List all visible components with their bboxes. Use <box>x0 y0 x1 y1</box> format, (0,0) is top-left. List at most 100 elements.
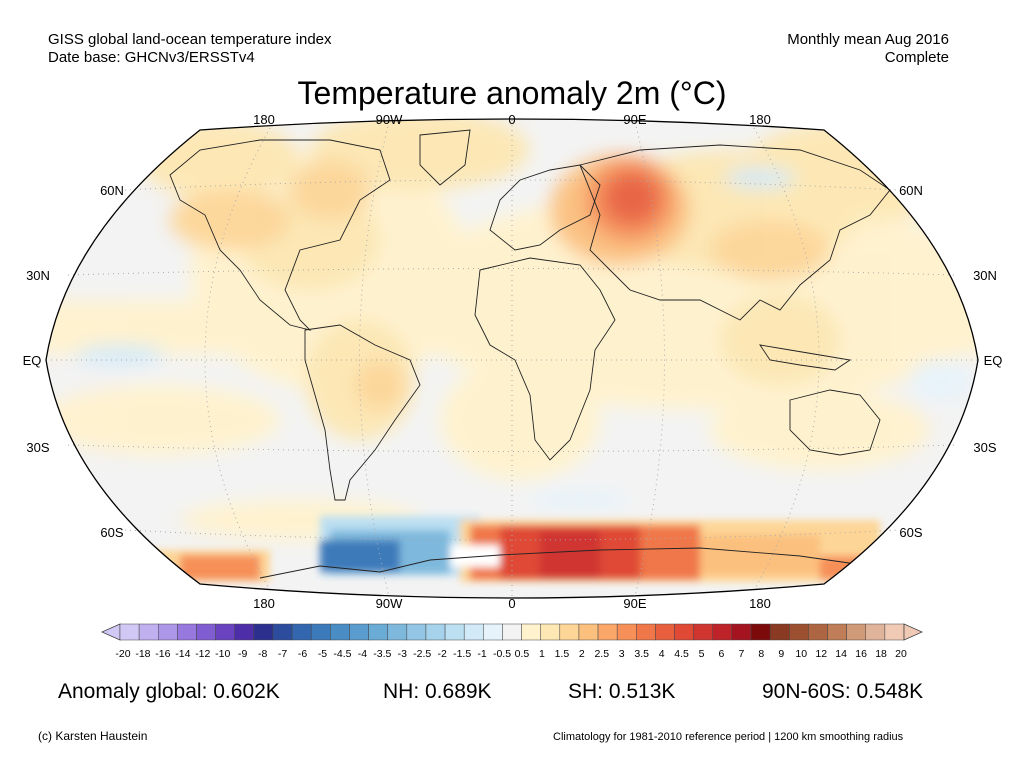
colorbar-tick-label: -7 <box>278 648 287 660</box>
colorbar-tick-label: 8 <box>758 648 764 660</box>
database-label: Date base: GHCNv3/ERSSTv4 <box>48 49 255 66</box>
colorbar-tick-label: 14 <box>835 648 847 660</box>
colorbar-tick-label: -4 <box>358 648 367 660</box>
colorbar-swatch <box>349 623 369 641</box>
colorbar-max-arrow <box>903 623 923 641</box>
lat-label-left-30s: 30S <box>26 440 49 455</box>
colorbar-swatch <box>138 623 159 641</box>
colorbar-swatch <box>425 623 446 641</box>
nh-anomaly: NH: 0.689K <box>383 680 492 703</box>
colorbar-swatch <box>444 623 465 641</box>
colorbar-swatch <box>387 623 408 641</box>
colorbar-tick-label: 7 <box>738 648 744 660</box>
lon-label-top-90e: 90E <box>623 112 646 127</box>
colorbar-tick-label: 3 <box>619 648 625 660</box>
europe-outline <box>489 164 601 251</box>
colorbar-swatch <box>789 623 809 641</box>
colorbar-swatch <box>655 623 675 641</box>
colorbar-swatch <box>693 623 714 641</box>
colorbar-tick-label: -3.5 <box>373 648 391 660</box>
colorbar-swatch <box>330 623 350 641</box>
colorbar-swatch <box>616 623 637 641</box>
colorbar-min-arrow <box>101 623 121 641</box>
coastlines <box>169 129 901 579</box>
lon-label-bottom-90e: 90E <box>623 596 646 611</box>
colorbar-tick-label: 20 <box>895 648 907 660</box>
colorbar-swatch <box>540 623 561 641</box>
colorbar-swatch <box>559 623 580 641</box>
south-america-outline <box>304 324 421 501</box>
dataset-title: GISS global land-ocean temperature index <box>48 31 332 48</box>
lat-label-left-eq: EQ <box>23 353 42 368</box>
lon-label-top-0: 0 <box>508 112 515 127</box>
colorbar-swatch <box>157 623 178 641</box>
colorbar-tick-label: -16 <box>155 648 170 660</box>
colorbar-tick-label: 6 <box>719 648 725 660</box>
colorbar-swatch <box>712 623 733 641</box>
colorbar-swatch <box>253 623 274 641</box>
graticule <box>46 120 978 598</box>
colorbar-tick-label: -0.5 <box>493 648 511 660</box>
colorbar-tick-label: -4.5 <box>333 648 351 660</box>
colorbar-swatch <box>291 623 312 641</box>
colorbar-swatch <box>578 623 599 641</box>
global-anomaly: Anomaly global: 0.602K <box>58 680 280 703</box>
colorbar-swatch <box>674 623 694 641</box>
colorbar-tick-label: -1 <box>477 648 486 660</box>
colorbar-tick-label: -20 <box>115 648 130 660</box>
colorbar-swatch <box>215 623 235 641</box>
period-label: Monthly mean Aug 2016 <box>787 31 949 48</box>
colorbar-swatch <box>234 623 255 641</box>
colorbar-swatch <box>808 623 828 641</box>
colorbar-swatch <box>368 623 388 641</box>
polar-anomaly: 90N-60S: 0.548K <box>762 680 924 703</box>
colorbar-swatch <box>272 623 293 641</box>
colorbar-tick-label: -2.5 <box>413 648 431 660</box>
colorbar-swatch <box>731 623 752 641</box>
lon-label-bottom-90w: 90W <box>376 596 403 611</box>
colorbar-tick-label: 2.5 <box>594 648 609 660</box>
colorbar-tick-label: 18 <box>875 648 887 660</box>
colorbar-tick-label: -3 <box>398 648 407 660</box>
antarctica-outline <box>259 547 901 579</box>
colorbar-tick-label: 4.5 <box>674 648 689 660</box>
lon-label-top-180w: 180 <box>253 112 275 127</box>
colorbar-swatch <box>406 623 427 641</box>
colorbar-tick-label: -9 <box>238 648 247 660</box>
sh-anomaly: SH: 0.513K <box>568 680 676 703</box>
colorbar-swatch <box>483 623 503 641</box>
colorbar-swatch <box>846 623 867 641</box>
colorbar-swatch <box>597 623 618 641</box>
globe-border <box>45 118 979 599</box>
colorbar-tick-label: -6 <box>298 648 307 660</box>
colorbar-tick-label: -5 <box>318 648 327 660</box>
map-title: Temperature anomaly 2m (°C) <box>297 75 727 111</box>
colorbar-swatch <box>750 623 771 641</box>
lat-label-right-30n: 30N <box>973 268 997 283</box>
lat-label-right-30s: 30S <box>973 440 996 455</box>
colorbar-tick-label: 9 <box>778 648 784 660</box>
anomaly-field <box>46 119 978 582</box>
greenland-outline <box>419 129 471 186</box>
colorbar-swatch <box>196 623 216 641</box>
colorbar-tick-label: 0.5 <box>515 648 530 660</box>
colorbar-swatch <box>502 623 522 641</box>
header-left: GISS global land-ocean temperature index… <box>48 31 332 67</box>
header-right: Monthly mean Aug 2016 Complete <box>787 31 949 67</box>
lat-label-right-eq: EQ <box>984 353 1003 368</box>
colorbar-tick-label: 2 <box>579 648 585 660</box>
lon-label-bottom-180e: 180 <box>749 596 771 611</box>
colorbar-tick-label: -14 <box>175 648 190 660</box>
colorbar-swatch <box>463 623 484 641</box>
lon-label-bottom-180w: 180 <box>253 596 275 611</box>
colorbar-swatch <box>177 623 197 641</box>
colorbar-tick-label: 10 <box>795 648 807 660</box>
lon-label-top-90w: 90W <box>376 112 403 127</box>
colorbar: -20 -18 -16 -14 -12 -10 -9 -8 -7 -6 -5 -4.5 -4 -3.5 -3… <box>101 623 923 660</box>
colorbar-swatch <box>310 623 331 641</box>
lon-label-top-180e: 180 <box>749 112 771 127</box>
australia-outline <box>789 389 881 456</box>
lon-label-bottom-0: 0 <box>508 596 515 611</box>
colorbar-swatch <box>119 623 140 641</box>
